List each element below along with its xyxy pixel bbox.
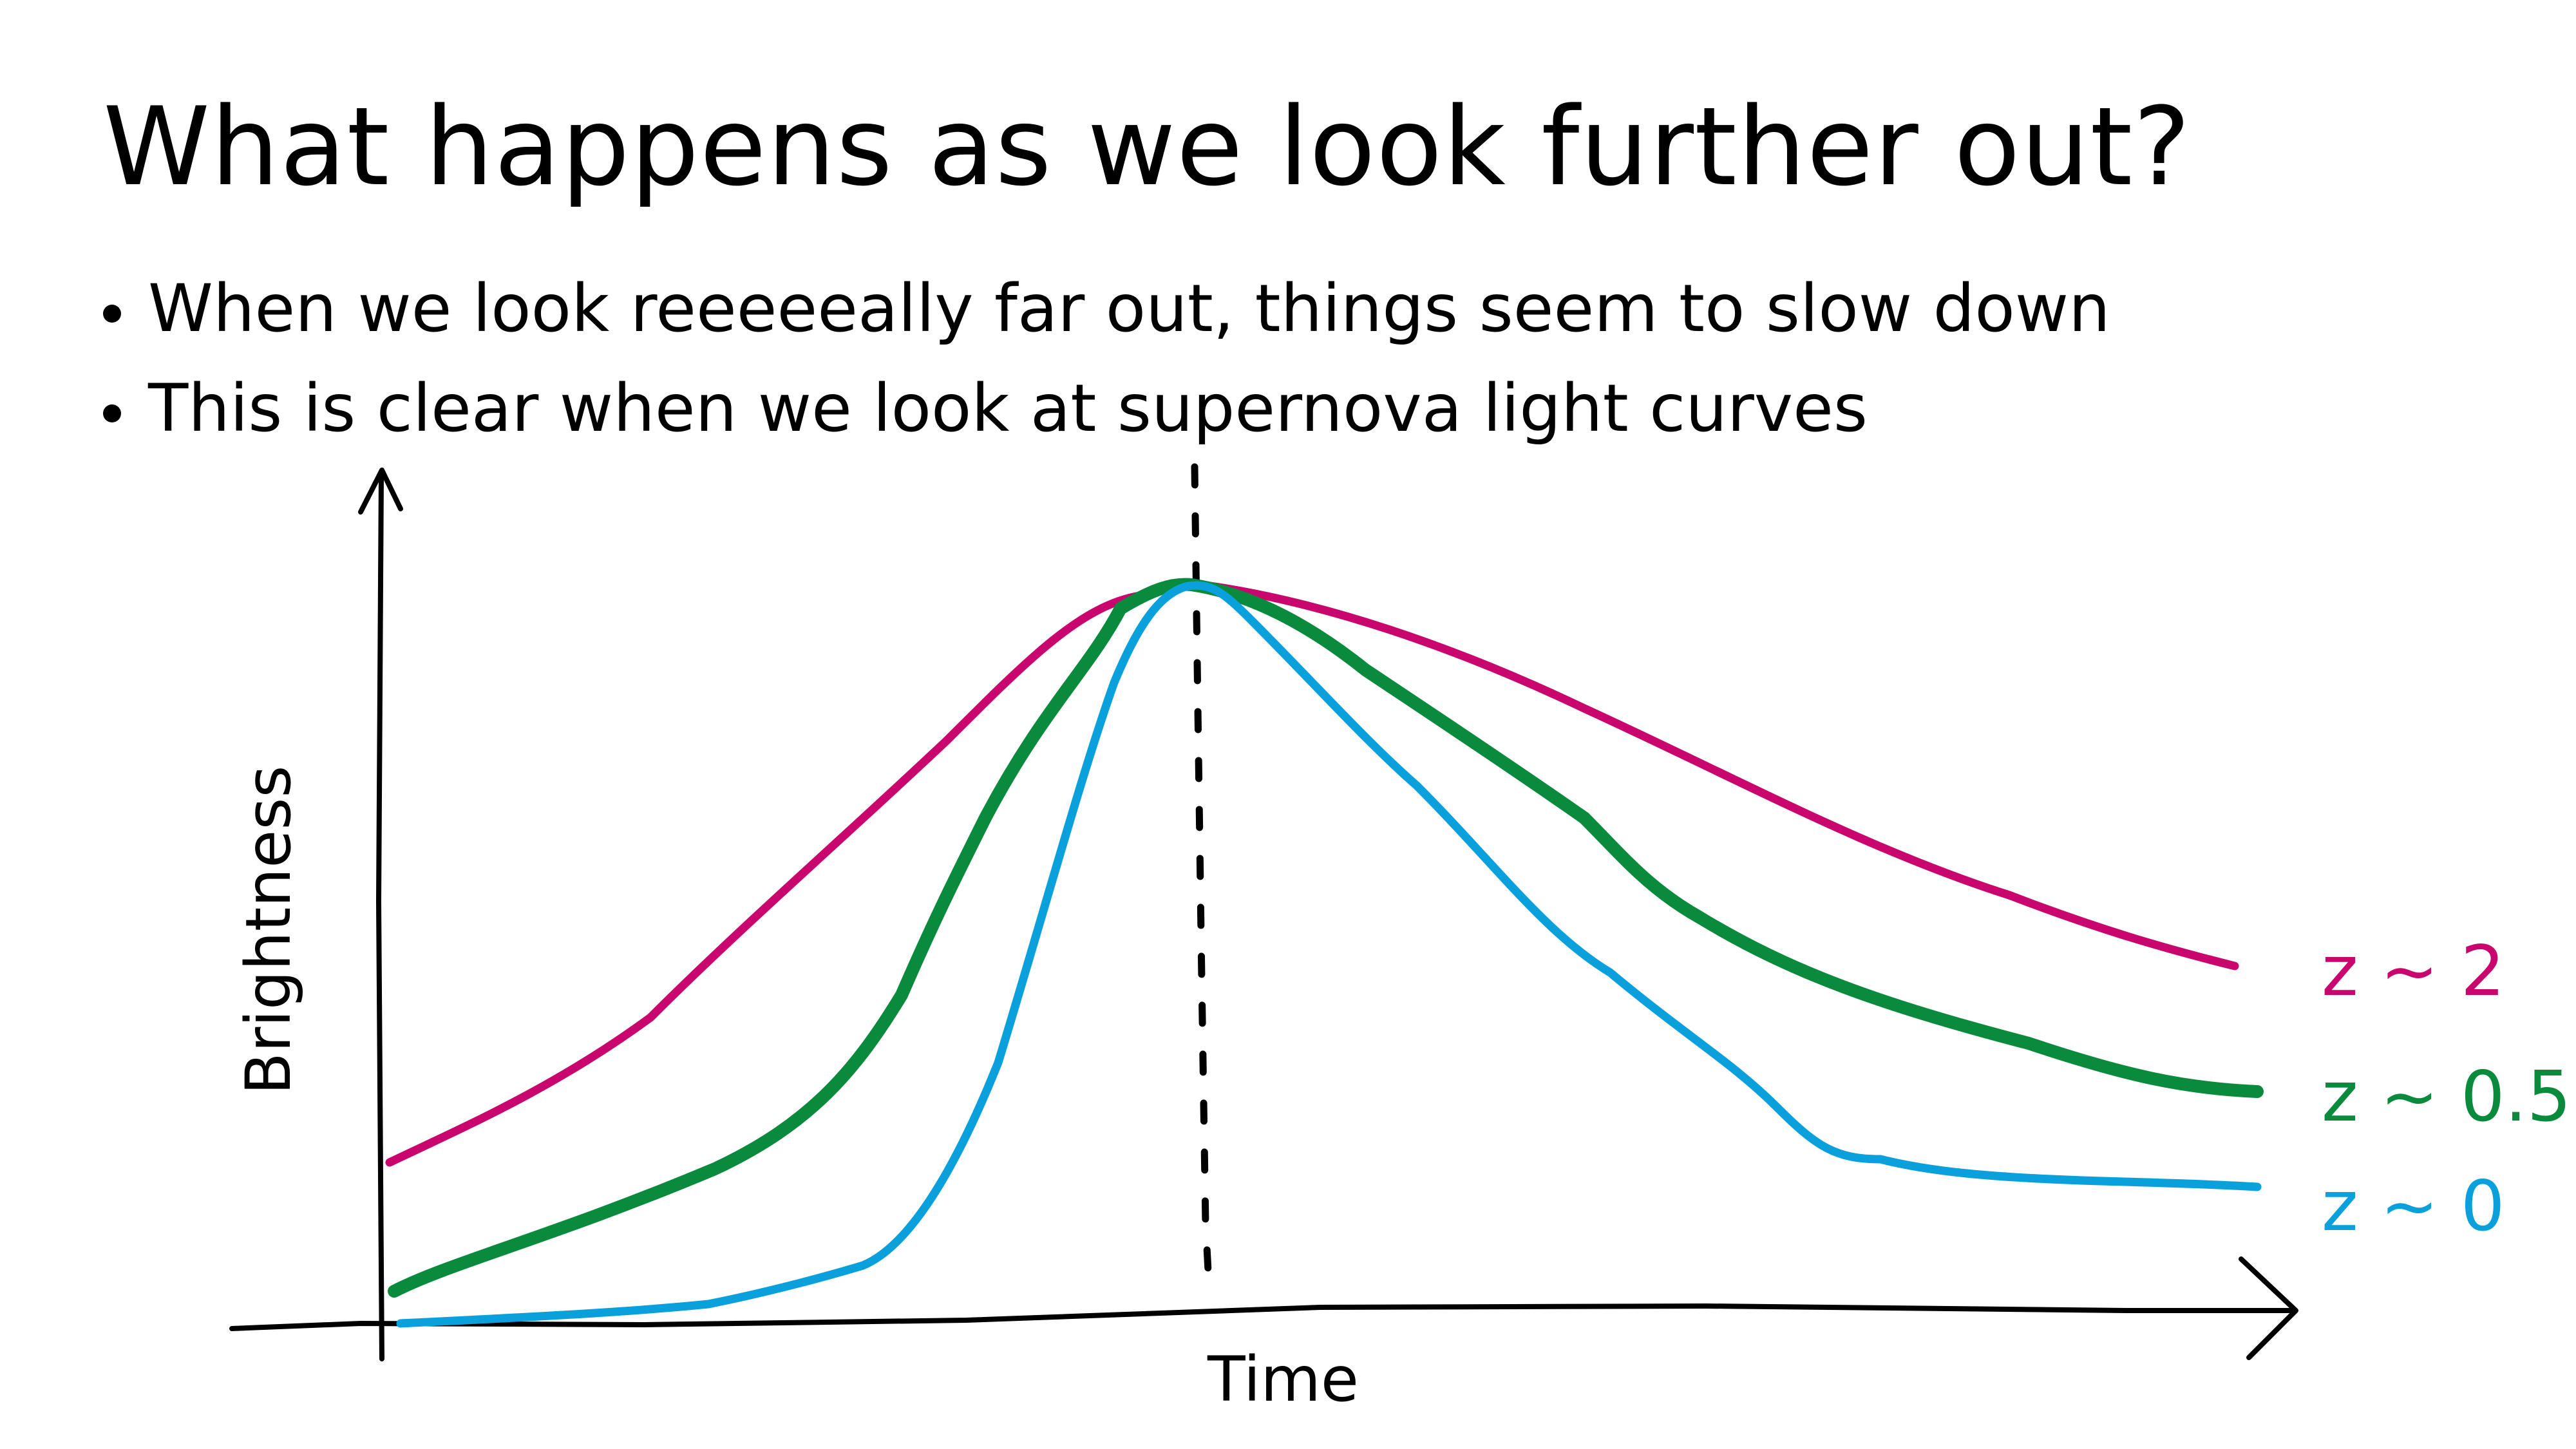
curve-z-0-5 bbox=[388, 578, 2264, 1298]
label-z-0: z ~ 0 bbox=[2322, 1166, 2505, 1247]
peak-dashed-line bbox=[1191, 463, 1213, 1298]
label-z-2: z ~ 2 bbox=[2322, 931, 2505, 1012]
x-axis-arrowhead bbox=[2239, 1256, 2298, 1360]
curve-z-0 bbox=[396, 581, 2262, 1328]
y-axis-arrowhead bbox=[358, 468, 403, 515]
label-z-0-5: z ~ 0.5 bbox=[2322, 1057, 2571, 1137]
bullet-item-2: This is clear when we look at supernova … bbox=[97, 367, 2110, 467]
y-axis-line bbox=[375, 474, 384, 1361]
slide-title: What happens as we look further out? bbox=[103, 84, 2192, 210]
x-axis-label: Time bbox=[1207, 1343, 1359, 1416]
y-axis-label: Brightness bbox=[232, 766, 305, 1095]
curve-z-2 bbox=[385, 582, 2239, 1167]
bullet-item-1: When we look reeeeeally far out, things … bbox=[97, 267, 2110, 367]
bullet-list: When we look reeeeeally far out, things … bbox=[97, 267, 2110, 467]
